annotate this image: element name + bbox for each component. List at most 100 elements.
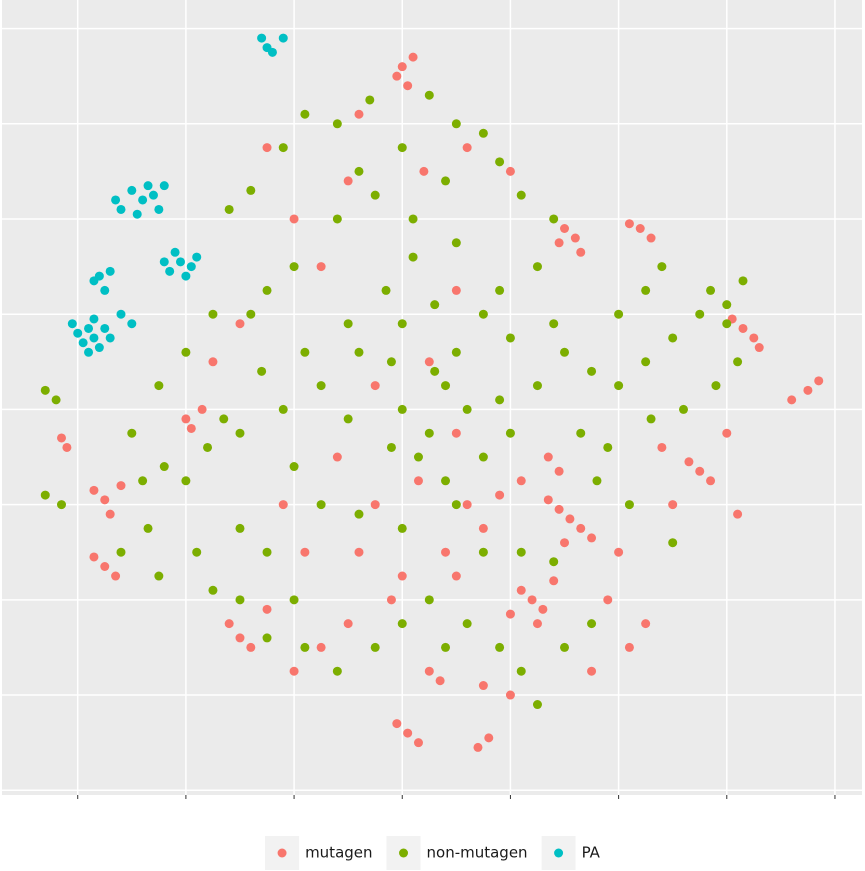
point	[84, 347, 94, 357]
point	[738, 323, 748, 333]
point	[397, 404, 407, 414]
point	[235, 523, 245, 533]
point	[570, 233, 580, 243]
point	[668, 333, 678, 343]
plot-panel	[2, 0, 862, 795]
point	[695, 466, 705, 476]
point	[419, 166, 429, 176]
point	[684, 457, 694, 467]
point	[451, 347, 461, 357]
point	[505, 166, 515, 176]
point	[235, 428, 245, 438]
point	[354, 509, 364, 519]
point	[603, 442, 613, 452]
point	[413, 476, 423, 486]
point	[668, 538, 678, 548]
point	[451, 119, 461, 129]
point	[576, 428, 586, 438]
point	[116, 309, 126, 319]
point	[40, 490, 50, 500]
point	[560, 224, 570, 234]
point	[413, 452, 423, 462]
point	[56, 433, 66, 443]
point	[397, 523, 407, 533]
point	[787, 395, 797, 405]
point	[403, 81, 413, 91]
point	[105, 333, 115, 343]
point	[641, 357, 651, 367]
point	[370, 190, 380, 200]
point	[587, 533, 597, 543]
point	[278, 143, 288, 153]
point	[208, 309, 218, 319]
point	[532, 381, 542, 391]
point	[127, 185, 137, 195]
point	[451, 428, 461, 438]
point	[138, 476, 148, 486]
point	[51, 395, 61, 405]
point	[257, 366, 267, 376]
point	[56, 500, 66, 510]
point	[587, 619, 597, 629]
point	[722, 300, 732, 310]
point	[505, 609, 515, 619]
point	[289, 462, 299, 472]
point	[224, 619, 234, 629]
point	[386, 595, 396, 605]
legend-label: PA	[582, 844, 601, 862]
point	[192, 547, 202, 557]
point	[300, 109, 310, 119]
point	[386, 357, 396, 367]
point	[587, 366, 597, 376]
point	[495, 490, 505, 500]
point	[235, 633, 245, 643]
point	[289, 666, 299, 676]
point	[392, 71, 402, 81]
point	[749, 333, 759, 343]
point	[62, 442, 72, 452]
point	[181, 271, 191, 281]
point	[576, 523, 586, 533]
point	[262, 604, 272, 614]
point	[430, 300, 440, 310]
point	[278, 33, 288, 43]
point	[365, 95, 375, 105]
point	[646, 233, 656, 243]
point	[159, 462, 169, 472]
point	[186, 423, 196, 433]
point	[549, 557, 559, 567]
point	[560, 642, 570, 652]
point	[478, 547, 488, 557]
point	[495, 157, 505, 167]
point	[624, 642, 634, 652]
point	[148, 190, 158, 200]
point	[67, 319, 77, 329]
point	[516, 476, 526, 486]
legend-label: mutagen	[305, 844, 372, 862]
point	[105, 266, 115, 276]
point	[397, 319, 407, 329]
point	[495, 395, 505, 405]
point	[370, 642, 380, 652]
point	[706, 285, 716, 295]
point	[532, 619, 542, 629]
point	[679, 404, 689, 414]
point	[127, 319, 137, 329]
point	[441, 476, 451, 486]
point	[138, 195, 148, 205]
point	[159, 257, 169, 267]
point	[478, 523, 488, 533]
point	[516, 585, 526, 595]
point	[711, 381, 721, 391]
point	[332, 452, 342, 462]
point	[316, 381, 326, 391]
point	[614, 547, 624, 557]
point	[111, 571, 121, 581]
point	[289, 214, 299, 224]
point	[343, 319, 353, 329]
point	[370, 500, 380, 510]
point	[441, 381, 451, 391]
point	[154, 381, 164, 391]
point	[754, 343, 764, 353]
